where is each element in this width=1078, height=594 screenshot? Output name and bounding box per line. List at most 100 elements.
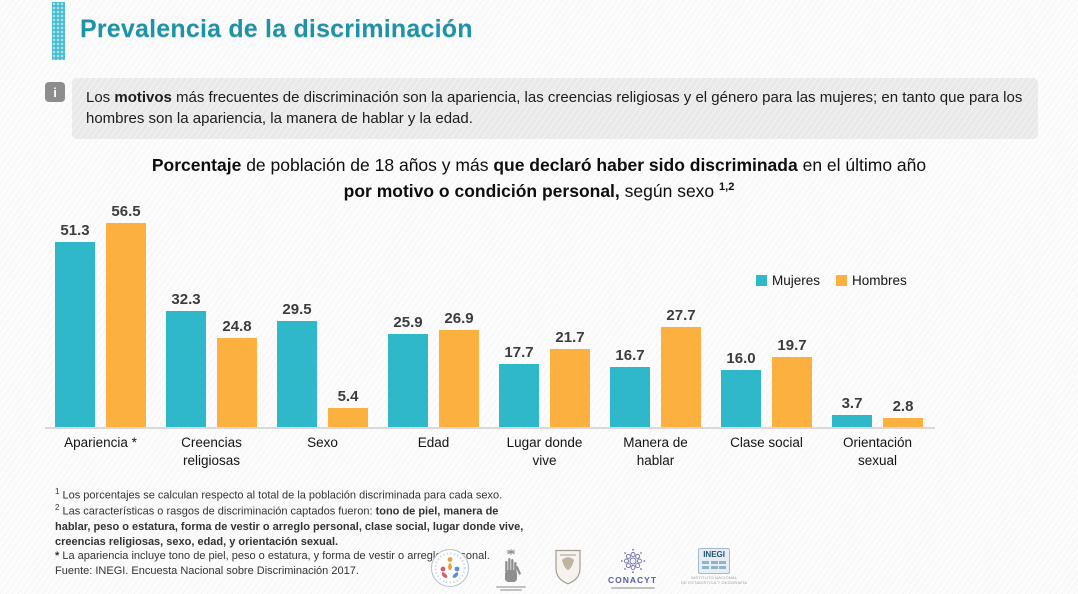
chart-legend: Mujeres Hombres <box>756 273 907 288</box>
x-axis-labels: Apariencia * Creencias religiosas Sexo Edad… <box>45 434 933 469</box>
footnotes: 1 Los porcentajes se calculan respecto a… <box>55 487 533 579</box>
footnote-asterisk-text: La apariencia incluye tono de piel, peso… <box>59 550 490 563</box>
bar-value-label: 2.8 <box>892 397 914 415</box>
bar-with-label: 2.8 <box>883 398 923 428</box>
inegi-caption-line: DE ESTADÍSTICA Y GEOGRAFÍA <box>681 580 748 586</box>
bar-value-label: 24.8 <box>222 318 252 335</box>
info-box: Los motivos más frecuentes de discrimina… <box>72 78 1038 139</box>
bar-value-label: 25.9 <box>393 314 423 331</box>
bar-mujeres <box>499 363 539 428</box>
bar-group: 29.5 5.4 <box>267 196 378 428</box>
info-icon: i <box>45 82 65 102</box>
bar-value-label: 5.4 <box>337 388 359 406</box>
bar-hombres <box>328 408 368 428</box>
footnote-1: 1 Los porcentajes se calculan respecto a… <box>55 487 533 503</box>
chart-title: Porcentaje de población de 18 años y más… <box>0 152 1078 205</box>
bar-chart: 51.3 56.5 32.3 24.8 29.5 5.4 25.9 26.9 17.7 21.7 1… <box>45 196 933 428</box>
inegi-icon: INEGI <box>698 548 731 574</box>
page-title: Prevalencia de la discriminación <box>80 15 473 43</box>
inegi-caption: INSTITUTO NACIONAL DE ESTADÍSTICA Y GEOG… <box>681 575 747 585</box>
chart-title-text: de población de 18 años y más <box>241 155 494 175</box>
inegi-bars <box>702 561 727 569</box>
legend-item-mujeres: Mujeres <box>756 273 820 288</box>
bar-hombres <box>661 327 701 428</box>
bar-group: 25.9 26.9 <box>378 196 489 428</box>
chart-title-bold: que declaró haber sido discriminada <box>493 155 798 175</box>
bar-with-label: 26.9 <box>439 310 479 428</box>
bar-with-label: 25.9 <box>388 314 428 428</box>
bar-mujeres <box>610 367 650 428</box>
bar-group: 3.7 2.8 <box>822 196 933 428</box>
bar-value-label: 26.9 <box>444 310 474 328</box>
bar-value-label: 21.7 <box>555 329 585 347</box>
bar-hombres <box>217 338 257 428</box>
seal-logo <box>430 548 470 588</box>
bar-with-label: 24.8 <box>217 318 257 428</box>
hand-icon <box>505 549 521 582</box>
bar-hombres <box>883 417 923 428</box>
chart-title-text: en el último año <box>797 155 927 175</box>
x-axis-label: Apariencia * <box>64 435 137 450</box>
x-axis-label: Lugar donde vive <box>506 435 583 468</box>
source-line: Fuente: INEGI. Encuesta Nacional sobre D… <box>55 564 359 577</box>
bar-value-label: 51.3 <box>60 221 90 239</box>
bar-with-label: 51.3 <box>55 222 95 428</box>
logo-caption-bar <box>496 585 526 588</box>
footnote-2: 2 Las características o rasgos de discri… <box>55 503 533 549</box>
bar-mujeres <box>721 369 761 428</box>
bar-value-label: 16.7 <box>615 347 645 365</box>
unam-shield-icon <box>555 549 581 585</box>
x-axis-label: Edad <box>417 435 450 450</box>
bar-hombres <box>550 349 590 428</box>
info-icon-glyph: i <box>53 84 57 100</box>
bar-with-label: 29.5 <box>277 301 317 428</box>
bar-with-label: 21.7 <box>550 329 590 428</box>
logo-caption-bar <box>500 589 522 591</box>
x-axis-label: Clase social <box>730 435 803 450</box>
title-accent-bar <box>52 2 65 60</box>
x-axis-label: Creencias religiosas <box>181 435 242 468</box>
bar-value-label: 17.7 <box>504 343 534 361</box>
legend-label-hombres: Hombres <box>852 273 907 288</box>
bar-hombres <box>772 356 812 428</box>
bar-mujeres <box>832 414 872 428</box>
bar-value-label: 3.7 <box>841 394 863 412</box>
legend-label-mujeres: Mujeres <box>772 273 821 288</box>
info-text: Los <box>86 89 115 106</box>
inegi-logo: INEGI INSTITUTO NACIONAL DE ESTADÍSTICA … <box>681 548 747 585</box>
bar-with-label: 19.7 <box>772 337 812 428</box>
conacyt-label: CONACYT <box>608 575 658 585</box>
chart-title-superscript: 1,2 <box>719 181 735 194</box>
footnote-asterisk: * La apariencia incluye tono de piel, pe… <box>55 549 533 564</box>
footnote-asterisk-marker: * <box>55 550 60 563</box>
seal-icon <box>431 549 469 587</box>
bar-mujeres <box>388 334 428 428</box>
bar-with-label: 5.4 <box>328 388 368 428</box>
bar-with-label: 56.5 <box>106 203 146 428</box>
bar-value-label: 27.7 <box>666 307 696 325</box>
logo-caption-bar <box>610 586 655 589</box>
info-text: más frecuentes de discriminación son la … <box>86 89 1023 128</box>
bar-group: 32.3 24.8 <box>156 196 267 428</box>
legend-swatch-hombres <box>836 275 848 286</box>
chart-title-bold: Porcentaje <box>151 155 242 175</box>
logos-row: CONACYT INEGI INSTITUTO NACIONAL DE ESTA… <box>430 548 747 591</box>
unam-logo <box>552 548 584 586</box>
bar-with-label: 17.7 <box>499 344 539 428</box>
bar-value-label: 29.5 <box>282 300 312 318</box>
chart-title-bold: por motivo o condición personal, <box>343 181 620 202</box>
bar-hombres <box>106 222 146 428</box>
conacyt-logo: CONACYT <box>608 548 657 589</box>
bar-group: 17.7 21.7 <box>489 196 600 428</box>
x-axis-line <box>45 427 935 429</box>
bar-with-label: 32.3 <box>166 291 206 428</box>
conacyt-mandala-icon <box>620 548 645 574</box>
bar-with-label: 16.7 <box>610 347 650 428</box>
bar-groups: 51.3 56.5 32.3 24.8 29.5 5.4 25.9 26.9 17.7 21.7 1… <box>45 196 933 428</box>
inegi-caption-line: INSTITUTO NACIONAL <box>690 575 738 580</box>
footnote-2-sup: 2 <box>55 503 60 513</box>
bar-group: 16.0 19.7 <box>711 196 822 428</box>
bar-mujeres <box>166 310 206 428</box>
bar-mujeres <box>55 241 95 428</box>
